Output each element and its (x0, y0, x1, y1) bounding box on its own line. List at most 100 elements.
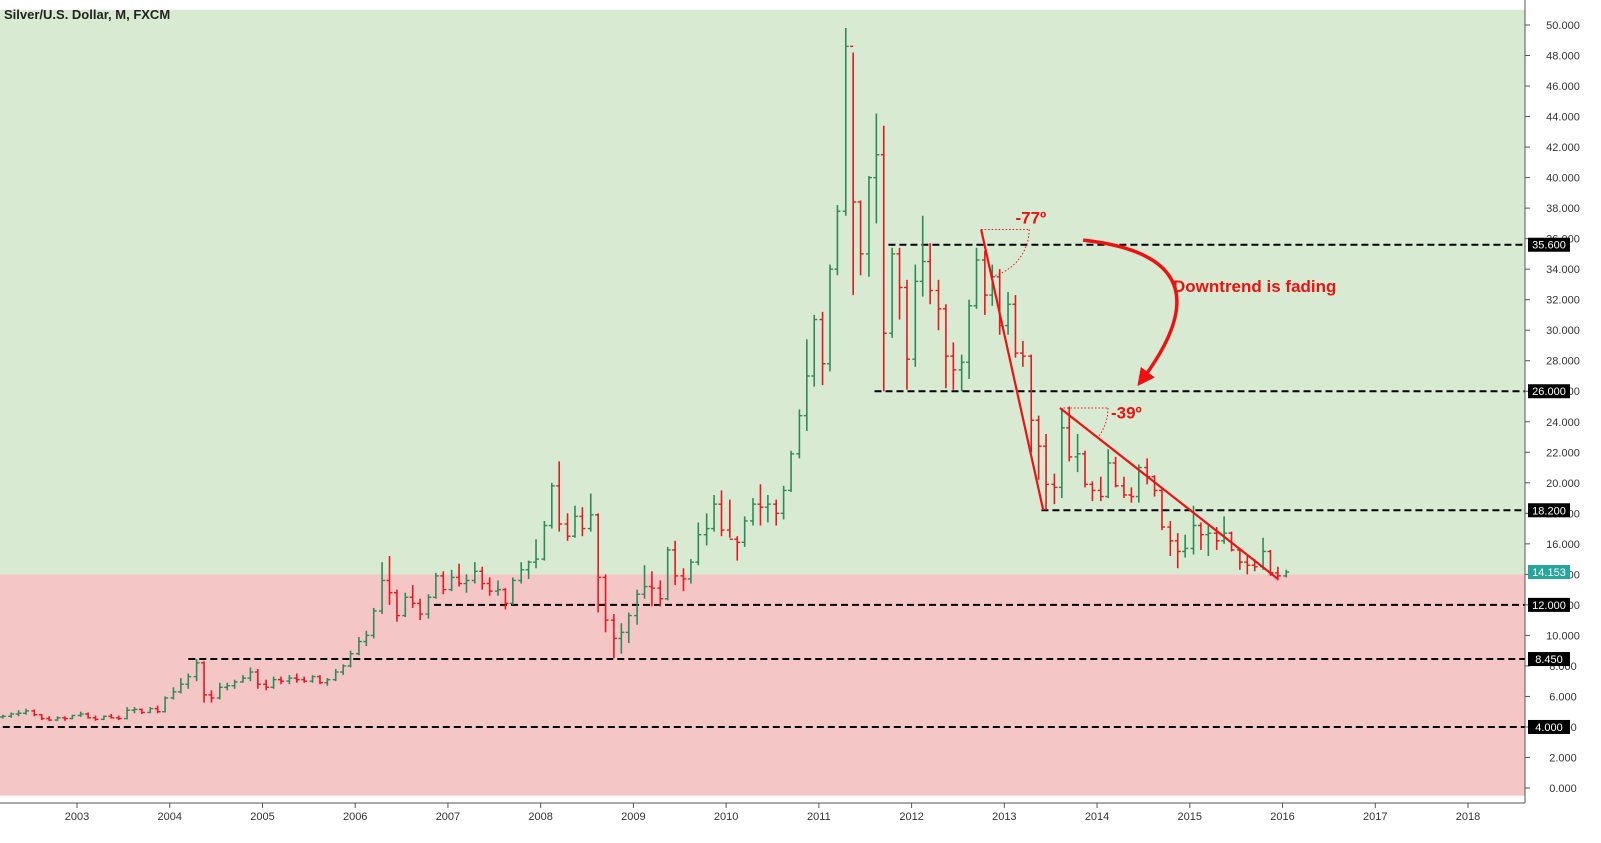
ohlc-bar (393, 589, 400, 622)
ohlc-bar (100, 715, 107, 721)
y-tick-label: 20.000 (1546, 478, 1580, 490)
ohlc-bar (254, 668, 261, 689)
y-tick-label: 34.000 (1546, 264, 1580, 276)
ohlc-bar (741, 516, 748, 547)
ohlc-bar (1128, 487, 1135, 503)
ohlc-bar (1158, 488, 1165, 531)
ohlc-bar (448, 569, 455, 592)
ohlc-bar (880, 125, 887, 392)
ohlc-bar (301, 676, 308, 683)
ohlc-bar (687, 559, 694, 584)
price-tag-box (1528, 719, 1570, 734)
price-tag-label: 4.000 (1535, 722, 1563, 734)
ohlc-bar (942, 304, 949, 389)
ohlc-bar (185, 673, 192, 689)
ohlc-bar (154, 705, 161, 714)
ohlc-bar (347, 650, 354, 668)
x-tick-label: 2005 (250, 811, 274, 823)
ohlc-bar (224, 682, 231, 691)
ohlc-bar (316, 675, 323, 685)
ohlc-bar (857, 200, 864, 276)
ohlc-bar (966, 299, 973, 380)
ohlc-bar (1019, 340, 1026, 367)
ohlc-bar (750, 498, 757, 526)
x-tick-label: 2016 (1270, 811, 1294, 823)
ohlc-bar (981, 250, 988, 315)
x-tick-label: 2004 (157, 811, 181, 823)
ohlc-bar (556, 461, 563, 532)
ohlc-bar (1097, 476, 1104, 502)
y-tick-label: 32.000 (1546, 295, 1580, 307)
ohlc-bar (1221, 516, 1228, 544)
ohlc-bar (463, 574, 470, 593)
x-tick-label: 2014 (1085, 811, 1109, 823)
y-tick-label: 2.000 (1549, 752, 1577, 764)
x-tick-label: 2012 (899, 811, 923, 823)
y-axis-background (1526, 0, 1601, 804)
horizontal-levels (2, 243, 1525, 728)
ohlc-bar (780, 485, 787, 520)
ohlc-bar (386, 556, 393, 605)
annotation-text: -39º (1111, 404, 1142, 423)
price-tag-35.600: 35.600 (1528, 237, 1570, 252)
ohlc-bar (108, 713, 115, 719)
ohlc-bar (46, 716, 53, 721)
price-tag-label: 8.450 (1535, 654, 1563, 666)
price-tag-26.000: 26.000 (1528, 384, 1570, 399)
ohlc-bar (618, 623, 625, 654)
ohlc-bar (177, 678, 184, 694)
ohlc-bar (1112, 456, 1119, 488)
ohlc-bar (711, 495, 718, 532)
ohlc-bar (486, 577, 493, 596)
ohlc-bar (1089, 481, 1096, 502)
y-tick-label: 50.000 (1546, 20, 1580, 32)
ohlc-bar (850, 45, 857, 296)
y-tick-label: 44.000 (1546, 112, 1580, 124)
last-price-box (1528, 565, 1570, 580)
ohlc-bar (834, 205, 841, 276)
ohlc-bar (340, 664, 347, 676)
ohlc-bar (680, 568, 687, 592)
ohlc-bar (1058, 408, 1065, 499)
ohlc-bar (162, 696, 169, 713)
ohlc-bar (332, 668, 339, 682)
ohlc-bar (1174, 533, 1181, 569)
ohlc-bar (425, 594, 432, 619)
ohlc-bar (363, 630, 370, 647)
ohlc-bar (440, 571, 447, 595)
trendline-1 (1059, 407, 1279, 580)
ohlc-bar (764, 495, 771, 523)
ohlc-bar (1035, 415, 1042, 480)
price-tag-box (1528, 237, 1570, 252)
price-tag-label: 18.200 (1532, 505, 1566, 517)
ohlc-bar (989, 264, 996, 306)
y-tick-label: 0.000 (1549, 783, 1577, 795)
ohlc-bar (541, 520, 548, 561)
ohlc-bar (124, 707, 131, 720)
price-tag-4.000: 4.000 (1528, 719, 1570, 734)
y-tick-label: 22.000 (1546, 447, 1580, 459)
trendlines (980, 228, 1279, 580)
ohlc-bar (1074, 433, 1081, 473)
zone-0 (0, 9, 1525, 575)
ohlc-bar (409, 585, 416, 608)
ohlc-bar (1151, 475, 1158, 497)
ohlc-bar (456, 563, 463, 587)
price-tag-8.450: 8.450 (1528, 652, 1570, 667)
ohlc-bar (703, 513, 710, 546)
x-tick-label: 2017 (1363, 811, 1387, 823)
ohlc-bar (293, 673, 300, 683)
ohlc-bar (672, 540, 679, 586)
price-tags: 35.600 26.000 18.200 12.000 8.450 4.000 14.153 (1528, 237, 1570, 734)
ohlc-bar (571, 505, 578, 538)
price-tag-label: 12.000 (1532, 600, 1566, 612)
ohlc-bar (0, 714, 6, 719)
ohlc-bar (950, 342, 957, 390)
ohlc-bar (1167, 520, 1174, 557)
y-tick-label: 16.000 (1546, 539, 1580, 551)
ohlc-bar (31, 709, 38, 717)
ohlc-bar (718, 490, 725, 537)
ohlc-bar (889, 247, 896, 338)
